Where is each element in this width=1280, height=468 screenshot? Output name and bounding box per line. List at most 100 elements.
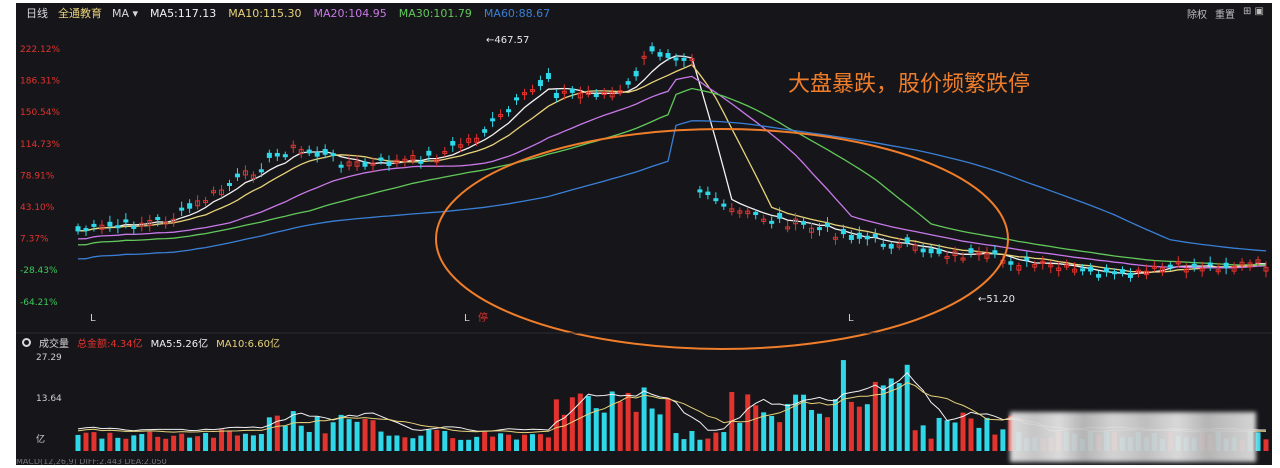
candle xyxy=(298,149,304,155)
volume-bar xyxy=(179,433,185,451)
candle xyxy=(75,226,81,232)
candle xyxy=(163,221,169,225)
candle xyxy=(338,164,344,168)
settings-icon[interactable] xyxy=(22,337,31,347)
candle xyxy=(99,224,105,230)
candle xyxy=(386,161,392,166)
candle xyxy=(848,234,854,240)
volume-bar xyxy=(1255,432,1261,451)
volume-bar xyxy=(514,439,520,451)
candle xyxy=(1072,268,1078,273)
candle xyxy=(745,210,751,215)
candle xyxy=(219,189,225,196)
volume-bar xyxy=(769,415,775,451)
volume-amount: 总金额:4.34亿 xyxy=(77,338,143,350)
volume-tick-label: 13.64 xyxy=(36,394,62,404)
y-tick-label: 78.91% xyxy=(20,171,55,181)
candle xyxy=(529,89,535,93)
candle xyxy=(1127,272,1133,278)
volume-bar xyxy=(753,405,759,451)
candle xyxy=(553,92,559,99)
volume-bar xyxy=(83,432,89,451)
volume-bar xyxy=(115,437,121,451)
limit-marker: L xyxy=(90,313,96,324)
volume-bar xyxy=(506,434,512,451)
volume-tick-label: 亿 xyxy=(36,433,45,445)
y-tick-label: 186.31% xyxy=(20,77,60,87)
volume-bar xyxy=(968,418,974,451)
candle xyxy=(817,227,823,231)
volume-bar xyxy=(521,434,527,451)
candle xyxy=(1167,264,1173,268)
candle xyxy=(537,80,543,87)
volume-bar xyxy=(274,415,280,451)
candle xyxy=(115,225,121,229)
y-tick-label: 114.73% xyxy=(20,140,60,150)
candle xyxy=(641,55,647,59)
candle xyxy=(442,150,448,154)
candle xyxy=(920,248,926,253)
volume-bar xyxy=(713,432,719,451)
volume-bar xyxy=(314,416,320,451)
volume-bar xyxy=(123,438,129,451)
candle xyxy=(171,218,177,223)
volume-bar xyxy=(880,385,886,451)
volume-bar xyxy=(848,401,854,451)
candle xyxy=(984,253,990,259)
volume-bar xyxy=(673,433,679,451)
volume-bar xyxy=(840,360,846,451)
candle xyxy=(195,200,201,207)
volume-bar xyxy=(944,420,950,451)
candle xyxy=(1056,267,1062,272)
candle xyxy=(729,208,735,213)
candle xyxy=(769,220,775,224)
period-selector[interactable]: 日线 xyxy=(26,7,48,20)
layout-icon[interactable]: ⊞ ▣ xyxy=(1242,6,1264,17)
candle xyxy=(649,46,655,52)
candle xyxy=(721,203,727,207)
volume-bar xyxy=(793,394,799,451)
candle xyxy=(809,227,815,233)
volume-bar xyxy=(362,418,368,451)
volume-bar xyxy=(689,431,695,451)
candle xyxy=(1207,262,1213,266)
volume-bar xyxy=(809,409,815,451)
candle xyxy=(689,57,695,61)
candle xyxy=(1175,261,1181,265)
volume-bar xyxy=(641,387,647,451)
candle xyxy=(314,151,320,157)
volume-bar xyxy=(234,435,240,451)
candle xyxy=(617,90,623,94)
volume-bar xyxy=(737,422,743,451)
volume-bar xyxy=(187,437,193,451)
candle xyxy=(705,191,711,196)
candle xyxy=(450,141,456,146)
candle xyxy=(665,53,671,58)
volume-bar xyxy=(394,435,400,451)
volume-bar xyxy=(91,432,97,451)
candle xyxy=(832,236,838,240)
volume-bar xyxy=(330,422,336,451)
volume-bar xyxy=(601,412,607,451)
candle xyxy=(777,212,783,219)
volume-bar xyxy=(832,399,838,451)
high-price-label: ←467.57 xyxy=(486,35,529,46)
ma-selector[interactable]: MA ▾ xyxy=(112,6,139,20)
reset-button[interactable]: 重置 xyxy=(1214,10,1235,21)
candle xyxy=(561,90,567,94)
low-price-label: ←51.20 xyxy=(978,294,1015,305)
candle xyxy=(633,70,639,77)
volume-bar xyxy=(498,433,504,451)
volume-bar xyxy=(856,406,862,451)
candle xyxy=(211,190,217,194)
candle xyxy=(187,203,193,209)
limit-tag: 停 xyxy=(478,311,488,324)
volume-bar xyxy=(442,430,448,451)
volume-bar xyxy=(777,422,783,451)
adjust-button[interactable]: 除权 xyxy=(1186,10,1207,21)
candle xyxy=(147,219,153,226)
volume-bar xyxy=(928,438,934,451)
candle xyxy=(872,233,878,238)
candle xyxy=(1104,267,1110,273)
y-tick-label: 150.54% xyxy=(20,108,60,118)
